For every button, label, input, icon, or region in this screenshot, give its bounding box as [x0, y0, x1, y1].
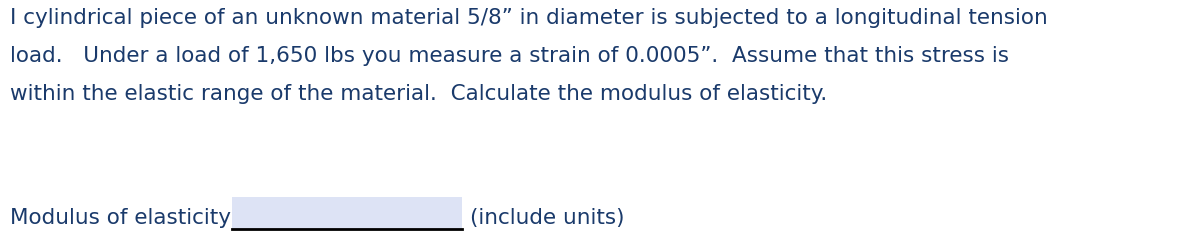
Text: load.   Under a load of 1,650 lbs you measure a strain of 0.0005”.  Assume that : load. Under a load of 1,650 lbs you meas… — [10, 46, 1009, 66]
Text: Modulus of elasticity: Modulus of elasticity — [10, 207, 230, 227]
Bar — [232, 197, 462, 229]
Text: I cylindrical piece of an unknown material 5/8” in diameter is subjected to a lo: I cylindrical piece of an unknown materi… — [10, 8, 1048, 28]
Text: (include units): (include units) — [470, 207, 624, 227]
Text: within the elastic range of the material.  Calculate the modulus of elasticity.: within the elastic range of the material… — [10, 84, 827, 103]
